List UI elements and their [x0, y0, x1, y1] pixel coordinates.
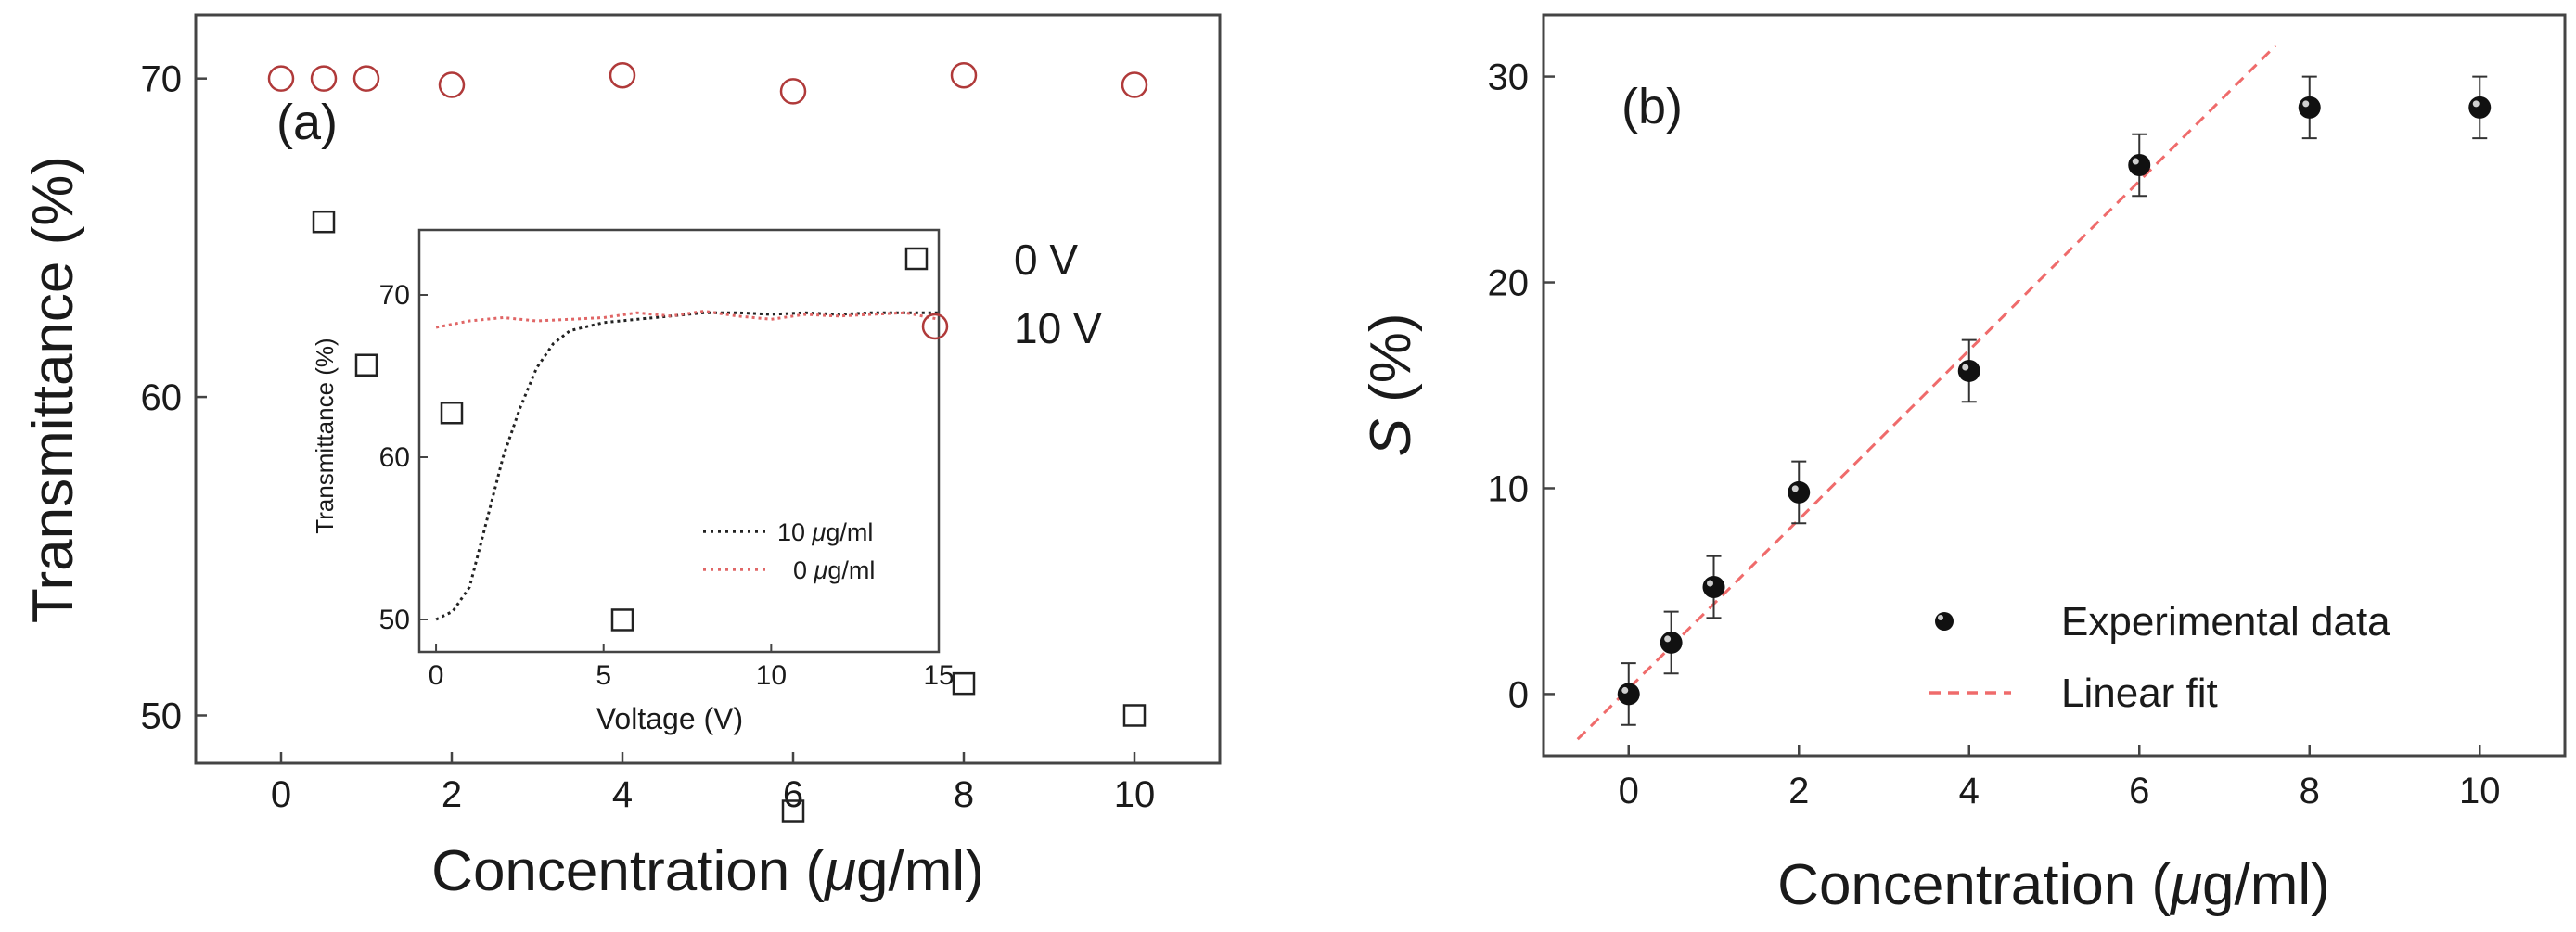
panel-a-y-axis-label: Transmittance (%) [21, 156, 85, 623]
panel-b-x-tick-label: 8 [2300, 771, 2320, 811]
panel-b-y-tick-label: 30 [1488, 57, 1530, 98]
panel-b-legend-fit: Linear fit [2061, 670, 2218, 716]
panel-b-data-point-highlight [1664, 635, 1672, 643]
panel-b-data-point [1702, 576, 1725, 599]
panel-b-x-tick-label: 4 [1959, 771, 1980, 811]
panel-a-legend-0v: 0 V [1014, 236, 1078, 284]
inset-y-tick-label: 70 [379, 280, 410, 311]
panel-a-x-tick-label: 0 [271, 774, 291, 815]
panel-a-label: (a) [276, 95, 338, 150]
inset-series-lines [435, 309, 940, 621]
panel-a-square-point [440, 402, 464, 425]
inset-x-tick-label: 10 [756, 660, 787, 691]
inset-x-tick-label: 5 [596, 660, 611, 691]
panel-b-x-tick-label: 0 [1619, 771, 1639, 811]
panel-b-data-point-highlight [2472, 100, 2480, 108]
panel-b-data-point [1617, 683, 1640, 706]
panel-b-y-tick-label: 10 [1488, 468, 1530, 509]
panel-a-data-points [267, 61, 1148, 823]
panel-a-x-tick-label: 8 [954, 774, 974, 815]
inset-y-tick-label: 50 [379, 605, 410, 635]
inset-legend-label-10: 10 μg/ml [777, 518, 873, 546]
panel-b-y-axis-label: S (%) [1359, 313, 1423, 456]
panel-a-circle-point [779, 78, 807, 105]
panel-a-square-point [781, 799, 805, 823]
panel-a-plot-frame [194, 13, 1222, 765]
panel-a-square-point [354, 353, 378, 377]
panel-b-data-point [1660, 631, 1683, 654]
panel-a-square-point [952, 671, 976, 696]
panel-b-data-point-highlight [2302, 100, 2310, 108]
inset-x-axis-label: Voltage (V) [596, 702, 743, 735]
inset-x-ticks: 0 5 10 15 [429, 644, 955, 691]
panel-b-legend-experimental: Experimental data [2061, 599, 2390, 645]
inset-series-line-10ugml [435, 311, 939, 621]
inset-y-ticks: 50 60 70 [379, 280, 428, 635]
panel-b-x-tick-label: 10 [2459, 771, 2501, 811]
inset-x-tick-label: 0 [429, 660, 444, 691]
inset-legend-label-0: 0 μg/ml [793, 556, 875, 584]
panel-a-x-axis-label: Concentration (μg/ml) [431, 839, 984, 903]
panel-b-x-ticks: 0 2 4 6 8 10 [1619, 745, 2501, 811]
panel-b-y-tick-label: 20 [1488, 263, 1530, 304]
panel-b-x-tick-label: 2 [1788, 771, 1809, 811]
panel-a-square-point [1122, 704, 1147, 727]
panel-b-fit-line [1576, 45, 2277, 741]
panel-a-circle-point [609, 61, 636, 89]
panel-a-circle-point [950, 61, 978, 89]
panel-a-x-tick-label: 6 [783, 774, 803, 815]
panel-a-circle-point [352, 65, 380, 92]
panel-b-label: (b) [1621, 79, 1683, 134]
panel-b-legend-marker-highlight [1938, 615, 1943, 620]
panel-b-legend-marker-experimental [1935, 612, 1954, 631]
inset-x-tick-label: 15 [923, 660, 954, 691]
panel-b-linear-fit [1576, 45, 2277, 741]
panel-a-legend-10v: 10 V [1014, 304, 1102, 352]
panel-a-y-tick-label: 60 [141, 377, 183, 418]
panel-b-data-points [1617, 75, 2492, 726]
panel-b-y-tick-label: 0 [1508, 674, 1529, 715]
panel-b-data-point-highlight [1621, 686, 1629, 694]
panel-b-data-point-highlight [1791, 485, 1799, 492]
panel-a-inset: 0 5 10 15 50 60 70 Voltage (V) Transmittance … [311, 228, 955, 735]
panel-a-legend-marker-circle [921, 313, 949, 340]
panel-a-x-tick-label: 4 [612, 774, 633, 815]
inset-series-line-0ugml [435, 309, 940, 329]
panel-a-y-tick-label: 50 [141, 696, 183, 736]
inset-y-tick-label: 60 [379, 442, 410, 473]
panel-b-x-tick-label: 6 [2129, 771, 2149, 811]
panel-a-circle-point [1121, 71, 1148, 98]
panel-b-data-point [2128, 154, 2151, 177]
panel-b-y-ticks: 0 10 20 30 [1488, 57, 1555, 715]
panel-a-circle-point [438, 71, 466, 98]
panel-a-y-tick-label: 70 [141, 59, 183, 100]
panel-b-data-point-highlight [1962, 364, 1969, 371]
panel-b-data-point-highlight [2132, 158, 2139, 165]
panel-b-data-point [1788, 480, 1811, 504]
panel-a-x-tick-label: 2 [442, 774, 462, 815]
panel-b-data-point [2298, 96, 2321, 119]
panel-a-legend-marker-square [904, 247, 929, 271]
panel-a-x-ticks: 0 2 4 6 8 10 [271, 752, 1155, 815]
inset-y-axis-label: Transmittance (%) [311, 338, 339, 533]
panel-a-circle-point [267, 65, 295, 92]
inset-frame [417, 228, 941, 654]
panel-b-data-point-highlight [1707, 580, 1713, 587]
panel-a-y-ticks: 50 60 70 [141, 59, 207, 736]
panel-b-data-point [1957, 359, 1980, 382]
panel-a-circle-point [310, 65, 338, 92]
panel-a-square-point [610, 608, 634, 632]
panel-b: 0 2 4 6 8 10 0 10 20 30 Concentration (μg/ml) S … [1359, 13, 2567, 917]
panel-a-square-point [312, 210, 336, 234]
panel-a-x-tick-label: 10 [1114, 774, 1156, 815]
panel-b-data-point [2468, 96, 2492, 119]
panel-b-x-axis-label: Concentration (μg/ml) [1777, 853, 2330, 917]
panel-b-plot-frame [1542, 13, 2567, 758]
